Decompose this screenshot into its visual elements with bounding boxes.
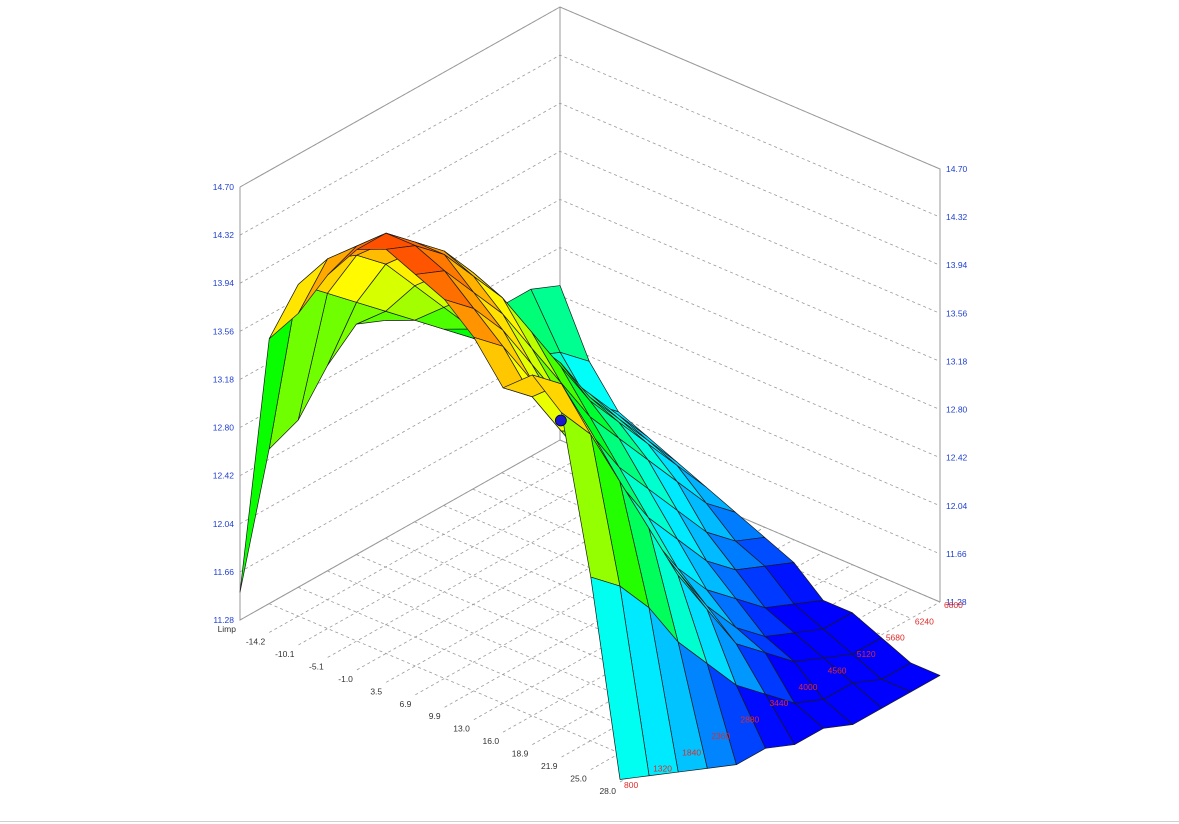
- z-gridline: [239, 54, 941, 236]
- y-tick-label: 6240: [915, 616, 934, 626]
- surface-cell: [590, 576, 650, 780]
- x-tick-label: 28.0: [599, 786, 616, 796]
- z-tick-label-right: 13.18: [946, 356, 968, 366]
- floor-gridline-x: [444, 526, 765, 708]
- wall-top-edges: [239, 6, 941, 602]
- z-tick-label-right: 12.42: [946, 453, 968, 463]
- surface-mesh: [239, 232, 941, 780]
- z-tick-label-left: 12.42: [213, 471, 235, 481]
- floor-gridline-x: [269, 452, 590, 633]
- z-tick-label-right: 12.04: [946, 501, 968, 511]
- y-tick-label: 5120: [857, 649, 876, 659]
- current-point-layer: [554, 414, 567, 427]
- floor-gridline-x: [298, 464, 619, 646]
- x-tick-label: 6.9: [400, 699, 412, 709]
- floor-gridline-x: [532, 564, 853, 745]
- floor-gridline-x: [502, 551, 824, 733]
- floor-gridline-x: [327, 477, 648, 658]
- y-tick-label: 5680: [886, 633, 905, 643]
- z-tick-label-left: 12.80: [213, 423, 235, 433]
- x-tick-label: 9.9: [429, 711, 441, 721]
- x-tick-label: -1.0: [338, 674, 353, 684]
- z-gridline: [239, 102, 941, 284]
- z-tick-label-left: 14.32: [213, 230, 235, 240]
- x-tick-label: -14.2: [246, 636, 266, 646]
- y-tick-label: 1840: [682, 747, 701, 757]
- z-tick-label-right: 13.94: [946, 260, 968, 270]
- z-tick-label-left: 13.94: [213, 278, 235, 288]
- floor-gridline-x: [385, 501, 707, 683]
- z-tick-label-right: 14.70: [946, 164, 968, 174]
- z-gridline: [239, 6, 941, 188]
- surface-cell: [239, 284, 299, 593]
- z-tick-label-left: 14.70: [213, 182, 235, 192]
- z-tick-label-left: 13.56: [213, 326, 235, 336]
- bottom-divider: [0, 821, 1179, 822]
- floor-gridline-x: [473, 539, 795, 721]
- floor-gridline-x: [415, 514, 736, 696]
- z-tick-label-left: 13.18: [213, 374, 235, 384]
- x-tick-label: 25.0: [570, 774, 587, 784]
- x-tick-label: 13.0: [453, 724, 470, 734]
- z-tick-label-right: 11.28: [946, 597, 967, 607]
- y-tick-label: 3440: [769, 698, 788, 708]
- x-tick-label: -5.1: [309, 661, 324, 671]
- y-tick-label: 4560: [828, 665, 847, 675]
- z-tick-label-left: 11.28: [213, 615, 234, 625]
- z-tick-label-left: 11.66: [213, 567, 234, 577]
- y-tick-label: 4000: [799, 682, 818, 692]
- axis-tick-labels: 14.70 14.70 14.32 14.32 13.94 13.94 13.56 13.56…: [213, 164, 968, 796]
- z-tick-label-right: 11.66: [946, 549, 967, 559]
- floor-gridline-y: [268, 603, 650, 767]
- y-tick-label: 1320: [653, 764, 672, 774]
- y-tick-label: 2360: [711, 731, 730, 741]
- x-tick-label: Limp: [218, 624, 237, 634]
- x-tick-label: -10.1: [275, 649, 295, 659]
- z-tick-label-right: 12.80: [946, 405, 968, 415]
- x-tick-label: 21.9: [541, 761, 558, 771]
- x-tick-label: 16.0: [483, 736, 500, 746]
- y-tick-label: 2880: [740, 715, 759, 725]
- current-point-marker: [554, 414, 567, 427]
- floor-gridline-x: [356, 489, 678, 671]
- x-tick-label: 18.9: [512, 749, 529, 759]
- z-tick-label-right: 14.32: [946, 212, 968, 222]
- z-gridline: [239, 247, 941, 428]
- y-tick-label: 6800: [944, 600, 963, 610]
- z-tick-label-right: 13.56: [946, 308, 968, 318]
- x-tick-label: 3.5: [370, 686, 382, 696]
- y-tick-label: 800: [624, 780, 638, 790]
- z-tick-label-left: 12.04: [213, 519, 235, 529]
